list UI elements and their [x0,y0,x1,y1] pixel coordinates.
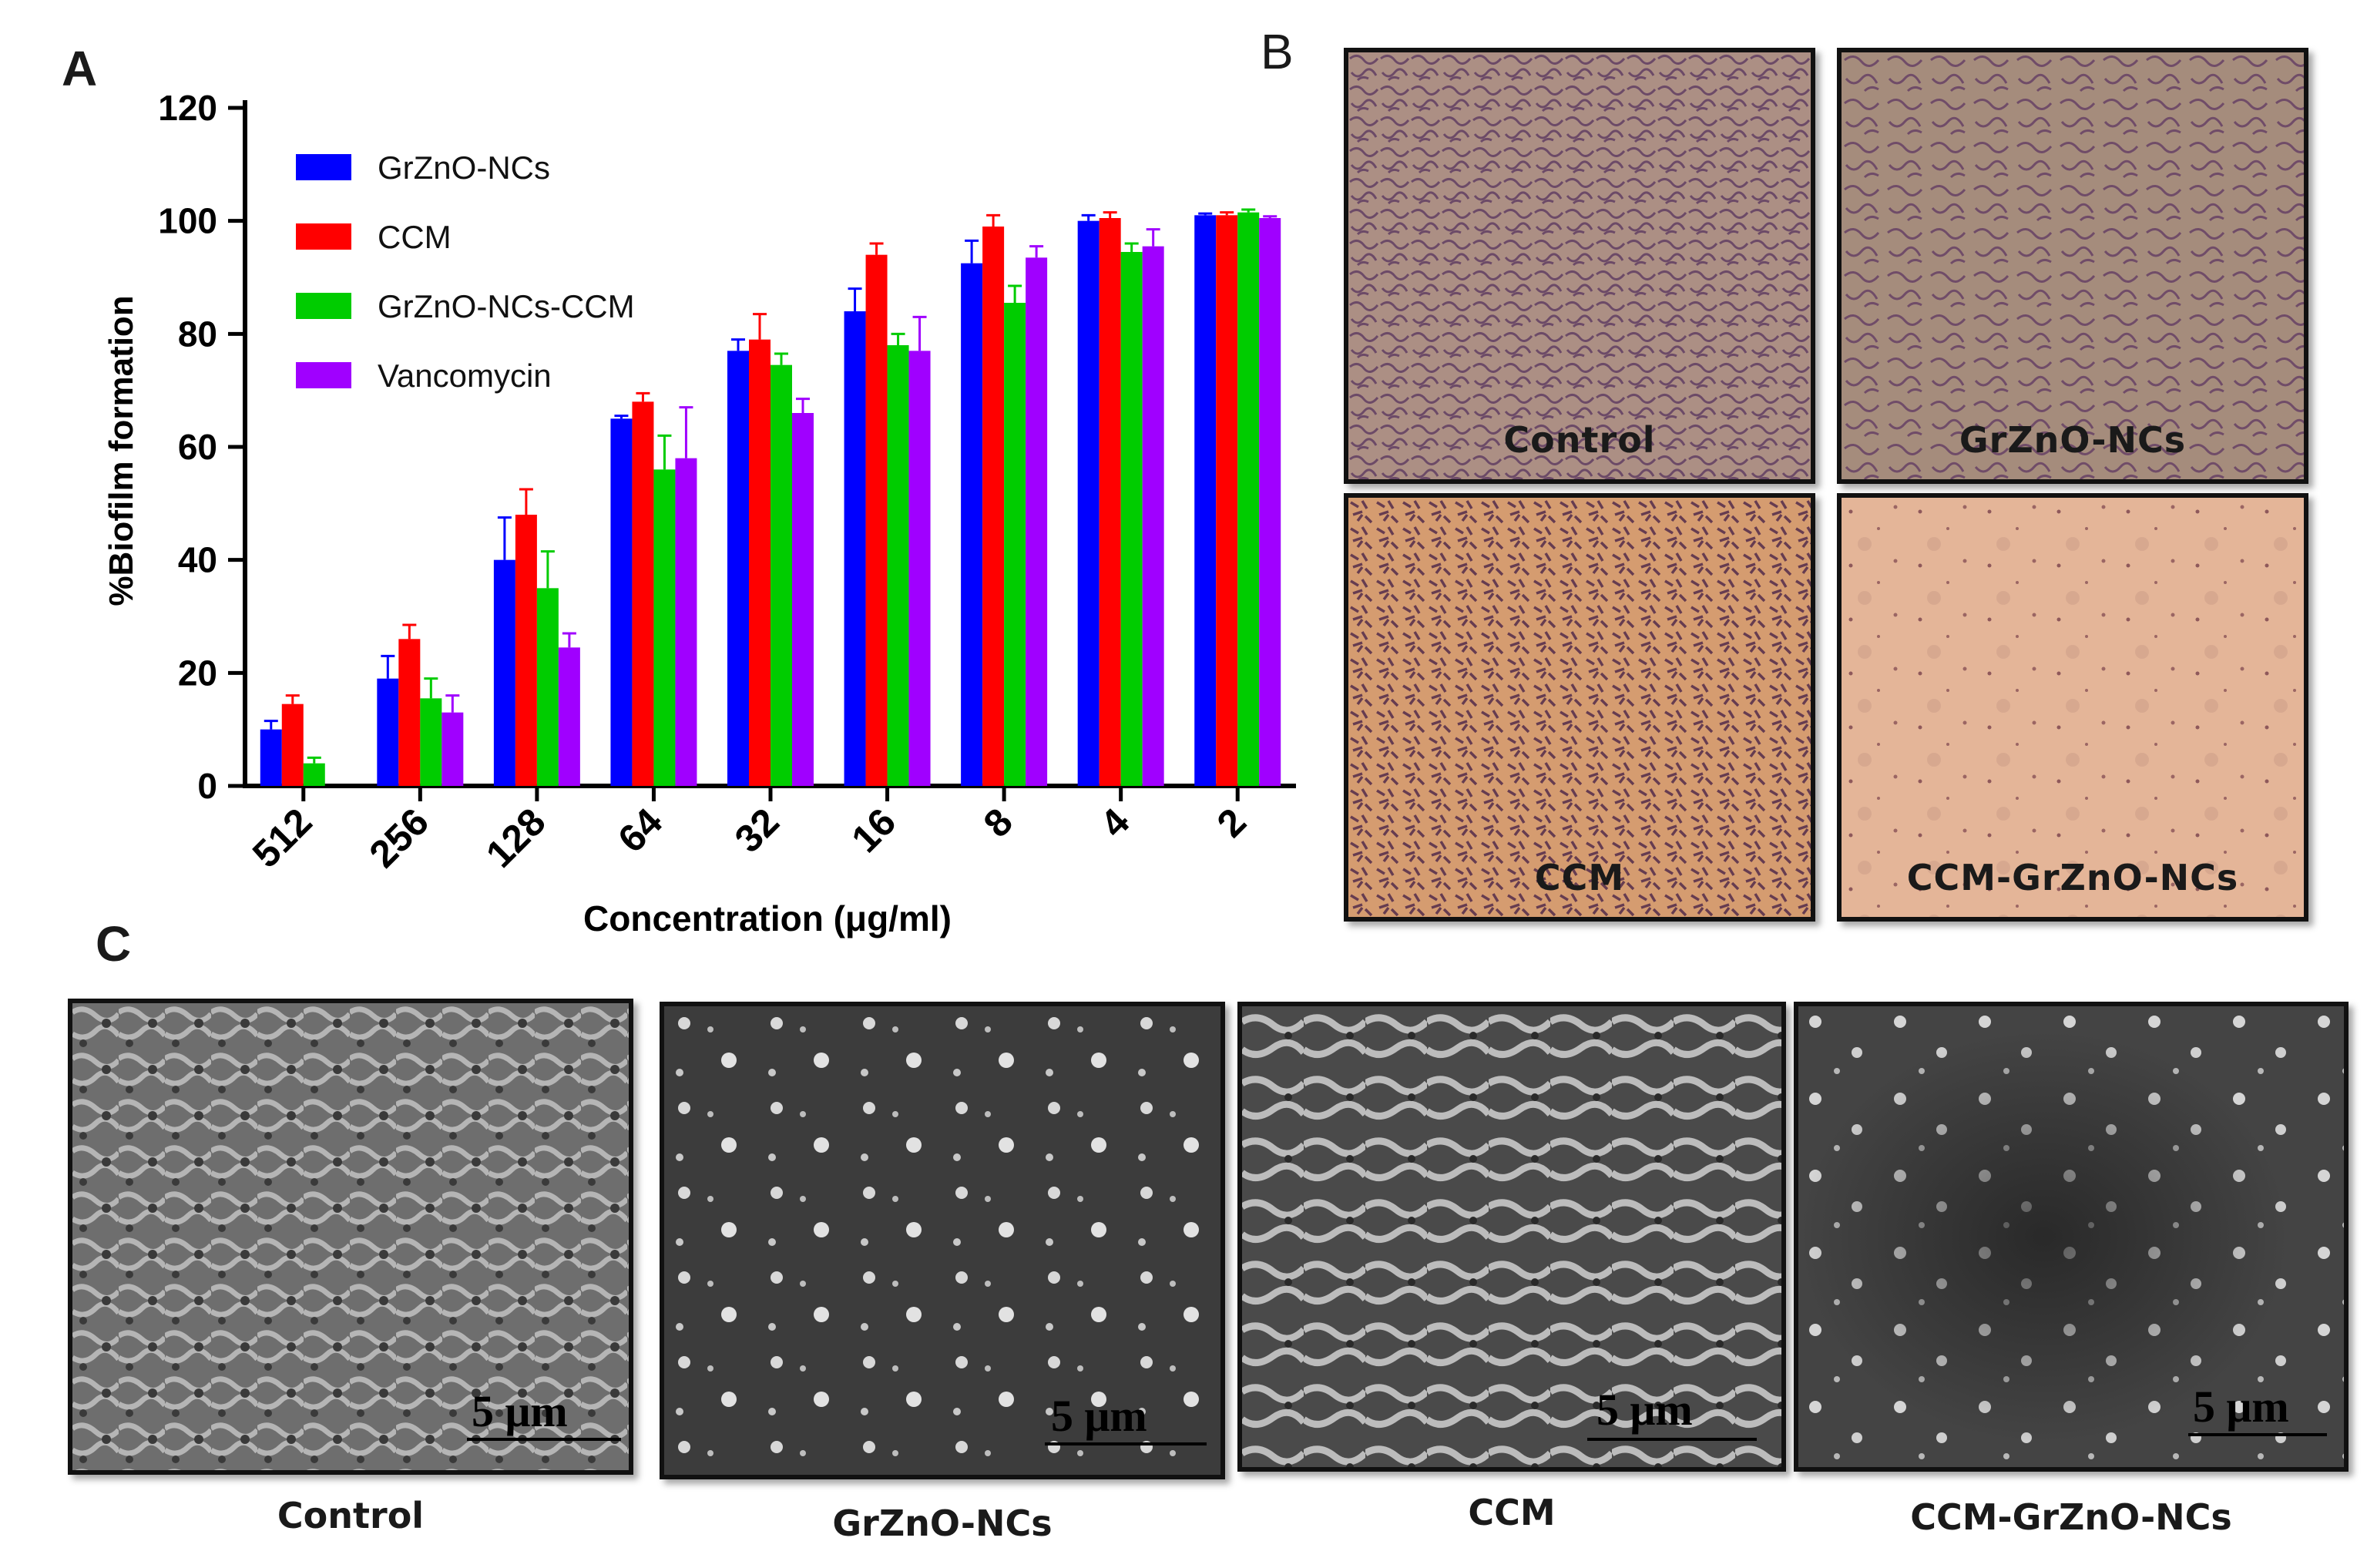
micrograph-control: Control [1344,48,1815,484]
x-tick-label: 512 [244,800,321,876]
y-tick-label: 40 [178,540,217,580]
micrograph-label-ccm: CCM [1534,857,1625,898]
bar-grzno-ncs-ccm-64 [653,469,676,786]
sem-ccm: 5 μm [1237,1002,1786,1472]
bar-grzno-ncs-32 [727,351,749,786]
bar-vancomycin-64 [675,458,697,786]
sem-caption-grzno: GrZnO-NCs [832,1503,1053,1544]
sem-ccm-scale-bar [1587,1438,1757,1441]
bar-grzno-ncs-ccm-16 [887,345,909,786]
bar-ccm-16 [865,254,888,787]
sem-caption-ccm-grzno: CCM-GrZnO-NCs [1910,1496,2232,1538]
y-axis-label: %Biofilm formation [102,295,140,606]
legend-label: GrZnO-NCs [378,149,550,186]
bar-grzno-ncs-4 [1077,220,1100,787]
sem-control-texture [72,1003,629,1470]
bar-grzno-ncs-ccm-128 [536,588,559,786]
bar-grzno-ncs-16 [844,311,866,786]
micrograph-ccm-texture [1348,498,1811,917]
sem-control-scale-label: 5 μm [472,1386,568,1436]
sem-ccm-grzno-texture [1798,1006,2344,1467]
bar-ccm-512 [281,703,304,786]
panel-label-c: C [96,916,132,972]
bar-vancomycin-128 [558,647,580,786]
micrograph-ccm-grzno: CCM-GrZnO-NCs [1837,493,2308,922]
bar-vancomycin-4 [1142,246,1164,787]
bar-grzno-ncs-256 [377,678,399,786]
micrograph-control-texture [1348,52,1811,479]
x-tick-label: 64 [609,800,670,861]
micrograph-label-grzno: GrZnO-NCs [1959,419,2187,461]
micrograph-label-ccm-grzno: CCM-GrZnO-NCs [1906,857,2239,898]
sem-ccm-grzno: 5 μm [1794,1002,2349,1472]
y-tick-label: 0 [197,766,217,806]
biofilm-bar-chart: 0 20 40 60 80 100 120 %Biofilm formation 512 256 1… [0,0,1325,955]
y-tick-label: 20 [178,653,217,693]
y-tick-label: 60 [178,427,217,467]
bar-grzno-ncs-ccm-2 [1237,212,1260,787]
micrograph-ccm: CCM [1344,493,1815,922]
bar-grzno-ncs-2 [1194,215,1217,786]
bar-grzno-ncs-512 [260,729,282,786]
bar-grzno-ncs-64 [610,418,633,786]
bar-vancomycin-32 [792,413,814,786]
panel-label-a: A [62,41,98,96]
sem-ccm-texture [1242,1006,1781,1467]
bar-grzno-ncs-ccm-512 [303,763,325,786]
bar-ccm-256 [398,639,421,786]
sem-grzno-scale-label: 5 μm [1051,1391,1147,1441]
x-tick-label: 256 [361,800,438,876]
x-tick-label: 4 [1092,800,1137,845]
bar-vancomycin-8 [1026,257,1048,786]
legend-swatch-grzno-ncs [296,154,351,180]
bar-ccm-64 [632,401,654,786]
x-axis-label: Concentration (μg/ml) [583,898,952,938]
x-tick-label: 16 [843,800,904,861]
bar-vancomycin-2 [1259,218,1281,786]
sem-ccm-grzno-scale-bar [2188,1433,2327,1436]
panel-label-b: B [1261,24,1294,79]
legend-label: Vancomycin [378,358,552,394]
x-tick-label: 8 [975,800,1021,845]
sem-grzno-texture [664,1006,1220,1475]
legend-swatch-ccm [296,223,351,250]
bar-vancomycin-16 [908,351,931,786]
x-tick-label: 32 [727,800,787,861]
chart-svg: 0 20 40 60 80 100 120 %Biofilm formation 512 256 1… [102,88,1296,938]
bar-grzno-ncs-ccm-256 [420,698,442,786]
legend-label: CCM [378,219,452,255]
sem-grzno-scale-bar [1045,1442,1207,1445]
bar-grzno-ncs-ccm-4 [1120,252,1143,786]
y-tick-label: 80 [178,314,217,354]
bar-ccm-2 [1216,215,1238,786]
bar-grzno-ncs-128 [493,559,515,786]
bar-grzno-ncs-8 [961,263,983,787]
y-tick-label: 100 [158,201,217,241]
bar-ccm-4 [1099,218,1121,786]
sem-caption-ccm: CCM [1468,1492,1556,1533]
micrograph-ccm-grzno-texture [1842,498,2304,917]
micrograph-label-control: Control [1503,419,1656,461]
bar-ccm-8 [982,227,1005,786]
sem-ccm-scale-label: 5 μm [1596,1385,1693,1435]
bar-ccm-128 [515,515,537,786]
legend-label: GrZnO-NCs-CCM [378,288,635,324]
x-tick-label: 128 [478,800,554,876]
sem-ccm-grzno-scale-label: 5 μm [2193,1382,2289,1432]
bar-ccm-32 [749,339,771,787]
micrograph-grzno: GrZnO-NCs [1837,48,2308,484]
legend-swatch-grzno-ncs-ccm [296,293,351,319]
sem-control-scale-bar [467,1438,621,1441]
micrograph-grzno-texture [1842,52,2304,479]
bar-grzno-ncs-ccm-8 [1004,303,1026,786]
sem-control: 5 μm [68,999,633,1475]
sem-grzno: 5 μm [660,1002,1225,1479]
bar-grzno-ncs-ccm-32 [771,364,792,787]
x-tick-label: 2 [1209,800,1254,845]
y-tick-label: 120 [158,88,217,128]
sem-caption-control: Control [277,1495,425,1536]
bar-vancomycin-256 [442,712,464,786]
legend-swatch-vancomycin [296,362,351,388]
